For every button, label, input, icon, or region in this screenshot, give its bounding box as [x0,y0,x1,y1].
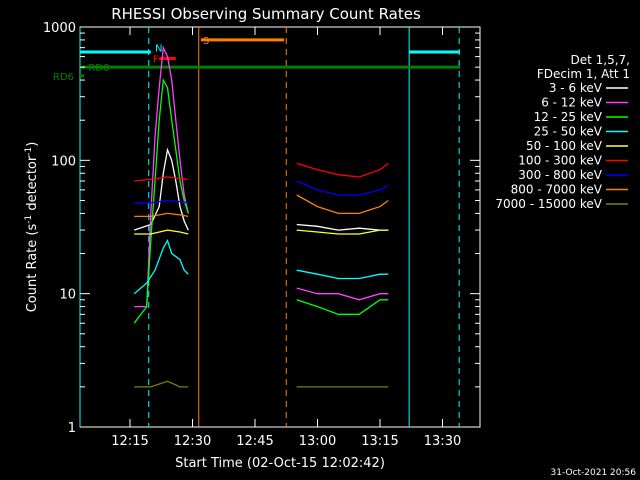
x-axis-label: Start Time (02-Oct-15 12:02:42) [175,456,385,471]
y-tick-label-3: 1000 [43,21,76,36]
series-line-1-0 [134,45,189,308]
series-line-7-1 [296,194,389,215]
flag-bars [80,38,460,78]
series-line-3-1 [296,269,389,280]
y-tick-label-1: 10 [59,288,76,303]
flag-labels: RD0 RD6 NF S [53,36,209,83]
x-tick-label-2: 12:45 [236,434,273,449]
legend-label-3: 25 - 50 keV [534,125,603,139]
series-line-4-1 [296,229,389,235]
legend-label-2: 12 - 25 keV [534,110,603,124]
legend-label-5: 100 - 300 keV [518,154,602,168]
x-tick-label-4: 13:15 [361,434,398,449]
legend-header-1: FDecim 1, Att 1 [537,67,630,81]
series-line-5-0 [134,176,189,182]
series-line-6-0 [134,199,189,204]
legend-label-1: 6 - 12 keV [541,96,603,110]
y-axis-label-sup: -1 [24,215,34,224]
y-axis-label: Count Rate (s-1 detector-1) [24,142,40,313]
legend-label-4: 50 - 100 keV [526,139,603,153]
series-line-0-1 [296,223,389,231]
y-tick-label-0: 1 [68,421,76,436]
y-tick-label-2: 100 [51,154,76,169]
y-axis-label-end: ) [25,142,40,147]
x-axis: 12:15 12:30 12:45 13:00 13:15 13:30 [111,27,461,449]
x-tick-label-5: 13:30 [424,434,461,449]
flag-label-1: RD6 [53,72,74,83]
series-lines [133,45,389,388]
series-line-3-0 [133,238,189,295]
x-tick-label-0: 12:15 [111,434,148,449]
chart-title: RHESSI Observing Summary Count Rates [111,5,421,23]
legend-label-8: 7000 - 15000 keV [495,197,602,211]
y-axis-label-sup2: -1 [24,147,34,156]
y-axis-label-tail: detector [25,155,40,215]
y-axis: 1 10 100 1000 [43,21,480,436]
timestamp: 31-Oct-2021 20:56 [551,468,637,478]
series-line-2-1 [296,299,389,315]
x-tick-label-3: 13:00 [299,434,336,449]
x-tick-label-1: 12:30 [174,434,211,449]
y-axis-label-part: Count Rate (s [25,224,40,313]
legend-label-0: 3 - 6 keV [549,81,603,95]
legend-label-6: 300 - 800 keV [518,168,602,182]
series-line-1-1 [296,287,389,301]
flag-label-0: RD0 [88,63,109,74]
flag-label-4: S [203,36,209,47]
legend-label-7: 800 - 7000 keV [511,183,603,197]
series-line-7-0 [134,212,189,218]
flag-label-2: N [155,44,162,55]
series-line-6-1 [296,180,389,196]
series-line-8-0 [134,380,189,388]
plot-area [79,26,481,428]
series-line-2-0 [133,77,189,324]
flag-vertical-lines [79,27,460,427]
series-line-4-0 [134,229,189,235]
series-line-5-1 [296,162,389,178]
flag-label-3: F [153,55,159,66]
legend-header-0: Det 1,5,7, [571,53,631,67]
